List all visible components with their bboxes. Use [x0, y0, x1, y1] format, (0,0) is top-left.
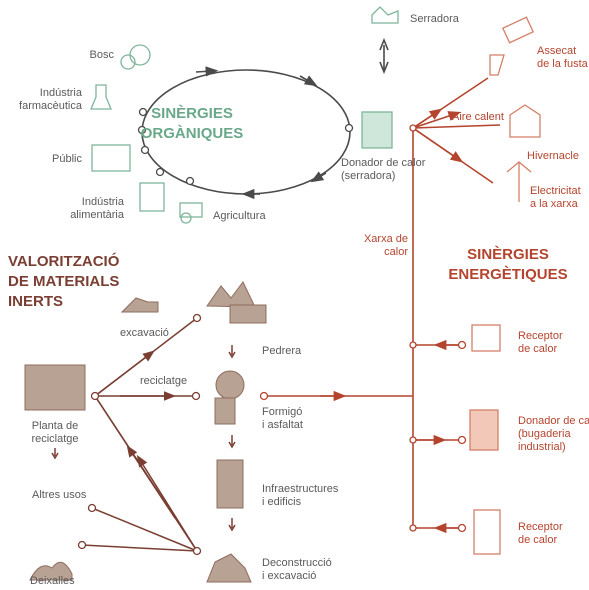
diagram: SINÈRGIES ORGÀNIQUES SINÈRGIES ENERGÈTIQUES…: [0, 0, 589, 590]
label: (bugaderia: [518, 428, 571, 440]
label: Planta de: [32, 420, 78, 432]
label: Xarxa de: [364, 233, 408, 245]
label: Aire calent: [452, 111, 504, 123]
label: Receptor: [518, 521, 563, 533]
label: Altres usos: [32, 489, 87, 501]
label: Deconstrucció: [262, 557, 332, 569]
section-title: SINÈRGIES: [151, 105, 233, 122]
label: Pedrera: [262, 345, 302, 357]
section-title: SINÈRGIES: [467, 246, 549, 263]
label: (serradora): [341, 170, 395, 182]
label: Donador de calor: [518, 415, 589, 427]
label: Serradora: [410, 13, 460, 25]
energy-nodes: [261, 125, 466, 532]
label: calor: [384, 246, 408, 258]
label: Assecat: [537, 45, 576, 57]
label: Deixalles: [30, 575, 75, 587]
section-title: ORGÀNIQUES: [141, 125, 244, 142]
label: industrial): [518, 441, 566, 453]
section-title: DE MATERIALS: [8, 273, 119, 290]
inert-nodes: [79, 315, 201, 555]
label: i excavació: [262, 570, 316, 582]
label: Agricultura: [213, 210, 266, 222]
label: reciclatge: [140, 375, 187, 387]
label: Donador de calor: [341, 157, 426, 169]
label: de calor: [518, 343, 557, 355]
label: Formigó: [262, 406, 302, 418]
label: alimentària: [70, 209, 125, 221]
label: Bosc: [90, 49, 115, 61]
label: i edificis: [262, 496, 302, 508]
section-title: ENERGÈTIQUES: [448, 266, 567, 283]
label: Indústria: [82, 196, 125, 208]
label: a la xarxa: [530, 198, 579, 210]
label: Hivernacle: [527, 150, 579, 162]
inert-network: [52, 318, 235, 551]
label: reciclatge: [31, 433, 78, 445]
section-title: VALORITZACIÓ: [8, 252, 120, 270]
label: Receptor: [518, 330, 563, 342]
label: Públic: [52, 153, 82, 165]
label: de la fusta: [537, 58, 589, 70]
label: Indústria: [40, 87, 83, 99]
label: Electricitat: [530, 185, 581, 197]
label: farmacèutica: [19, 100, 83, 112]
energy-icons: [470, 17, 540, 554]
label: de calor: [518, 534, 557, 546]
label: excavació: [120, 327, 169, 339]
label: i asfaltat: [262, 419, 303, 431]
section-title: INERTS: [8, 293, 63, 310]
label: Infraestructures: [262, 483, 339, 495]
organic-icons: [91, 7, 398, 223]
